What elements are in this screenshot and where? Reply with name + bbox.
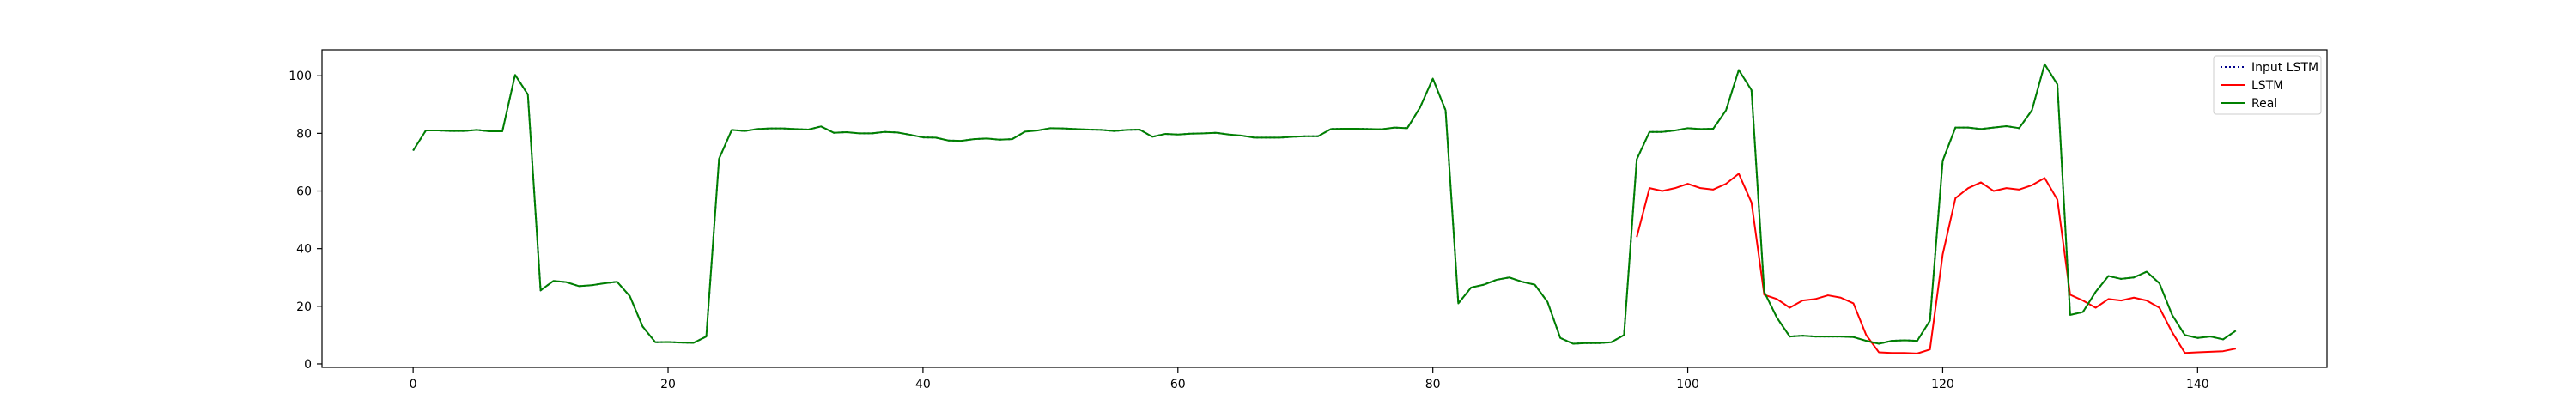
x-tick-label: 20 [660,378,676,391]
y-tick-label: 100 [289,70,312,83]
x-tick-label: 80 [1425,378,1441,391]
y-tick-label: 80 [296,127,312,141]
series-line-lstm [1636,173,2237,354]
x-tick-label: 0 [410,378,417,391]
y-tick-label: 40 [296,243,312,257]
series-line-input-lstm [412,63,2237,345]
y-tick-label: 60 [296,185,312,199]
plot-area-frame [321,49,2328,368]
legend-label: LSTM [2251,79,2283,93]
legend: Input LSTM LSTM Real [2213,55,2322,115]
x-tick-label: 140 [2186,378,2209,391]
legend-label: Real [2251,97,2277,111]
x-tick-label: 100 [1676,378,1699,391]
y-axis: 0 20 40 60 80 100 [289,70,322,372]
x-tick-label: 60 [1170,378,1186,391]
legend-label: Input LSTM [2251,61,2318,75]
x-tick-label: 120 [1931,378,1954,391]
y-tick-label: 20 [296,300,312,314]
series-layer [412,63,2237,354]
x-tick-label: 40 [915,378,931,391]
series-line-real [412,63,2237,345]
legend-box [2213,55,2322,115]
y-tick-label: 0 [304,358,312,372]
x-axis: 0 20 40 60 80 100 120 140 [410,367,2209,391]
